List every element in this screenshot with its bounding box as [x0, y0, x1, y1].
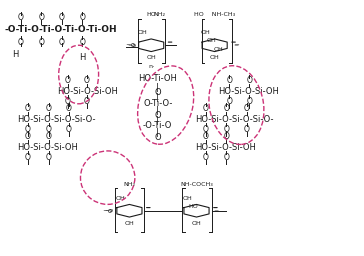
Text: O: O: [79, 13, 85, 22]
Text: O: O: [226, 97, 232, 106]
Text: ~o: ~o: [102, 208, 112, 214]
Text: OH: OH: [206, 38, 216, 43]
Text: -O-Ti-O-Ti-O-Ti-O-Ti-OH: -O-Ti-O-Ti-O-Ti-O-Ti-OH: [4, 26, 117, 35]
Text: O: O: [46, 104, 51, 113]
Text: O: O: [79, 38, 85, 47]
Text: OH: OH: [210, 56, 219, 60]
Text: O: O: [223, 132, 229, 141]
Text: n-: n-: [148, 65, 154, 69]
Text: O: O: [223, 104, 229, 113]
Text: OH: OH: [201, 30, 210, 35]
Text: O: O: [65, 76, 71, 86]
Text: OH: OH: [124, 221, 134, 226]
Text: O: O: [25, 125, 31, 134]
Text: O: O: [66, 125, 72, 134]
Text: O: O: [226, 76, 232, 86]
Text: O: O: [203, 125, 209, 134]
Text: O: O: [203, 153, 209, 162]
Text: O: O: [46, 125, 51, 134]
Text: ~: ~: [233, 42, 240, 48]
Text: OH: OH: [146, 56, 156, 60]
Text: NH₂: NH₂: [123, 182, 135, 187]
Text: HO-Si-O-Si-O-Si-O-: HO-Si-O-Si-O-Si-O-: [17, 115, 95, 124]
Text: HO-Si-O-Si-OH: HO-Si-O-Si-OH: [17, 143, 78, 152]
Text: O: O: [46, 132, 51, 141]
Text: O: O: [46, 153, 51, 162]
Text: O: O: [25, 104, 31, 113]
Text: |: |: [156, 116, 159, 125]
Text: ~: ~: [233, 43, 239, 48]
Text: O: O: [18, 13, 24, 22]
Text: O: O: [38, 38, 44, 47]
Text: O: O: [59, 38, 64, 47]
Text: O: O: [246, 76, 252, 86]
Text: HO-Si-O-Si-O-Si-O-: HO-Si-O-Si-O-Si-O-: [195, 115, 273, 124]
Text: HO: HO: [188, 204, 198, 209]
Text: ~o: ~o: [126, 42, 135, 48]
Text: O: O: [154, 88, 161, 97]
Text: O: O: [154, 111, 161, 120]
Text: O: O: [223, 153, 229, 162]
Text: |: |: [156, 83, 159, 92]
Text: HO-Si-O-Si-OH: HO-Si-O-Si-OH: [195, 143, 256, 152]
Text: O: O: [18, 38, 24, 47]
Text: HO-Si-O-Si-OH: HO-Si-O-Si-OH: [57, 87, 118, 95]
Text: -O-Ti-O: -O-Ti-O: [143, 121, 173, 131]
Text: HO: HO: [146, 12, 156, 17]
Text: NH-COCH₃: NH-COCH₃: [180, 182, 213, 187]
Text: O: O: [65, 97, 71, 106]
Text: OH: OH: [191, 221, 201, 226]
Text: ~o: ~o: [104, 208, 113, 213]
Text: O: O: [246, 97, 252, 106]
Text: O: O: [66, 104, 72, 113]
Text: ~: ~: [214, 208, 219, 213]
Text: O: O: [59, 13, 64, 22]
Text: O: O: [244, 125, 249, 134]
Text: |: |: [156, 93, 159, 102]
Text: H: H: [12, 50, 19, 59]
Text: O: O: [25, 132, 31, 141]
Text: ~o: ~o: [127, 43, 136, 48]
Text: OH: OH: [115, 196, 125, 200]
Text: O: O: [244, 104, 249, 113]
Text: OH: OH: [137, 30, 147, 35]
Text: O: O: [25, 153, 31, 162]
Text: OH: OH: [183, 196, 192, 200]
Text: O: O: [38, 13, 44, 22]
Text: O: O: [84, 97, 90, 106]
Text: OH: OH: [213, 47, 223, 52]
Text: NH₂: NH₂: [153, 12, 165, 17]
Text: H: H: [79, 54, 86, 62]
Text: O: O: [223, 125, 229, 134]
Text: O: O: [203, 132, 209, 141]
Text: HO-Si-O-Si-OH: HO-Si-O-Si-OH: [218, 87, 279, 95]
Text: HO-Ti-OH: HO-Ti-OH: [138, 74, 177, 83]
Text: O: O: [203, 104, 209, 113]
Text: O: O: [84, 76, 90, 86]
Text: |: |: [156, 106, 159, 115]
Text: O-Ti-O-: O-Ti-O-: [143, 99, 173, 108]
Text: HO    NH-CH₃: HO NH-CH₃: [194, 12, 235, 17]
Text: |: |: [156, 128, 159, 137]
Text: O: O: [154, 133, 161, 142]
